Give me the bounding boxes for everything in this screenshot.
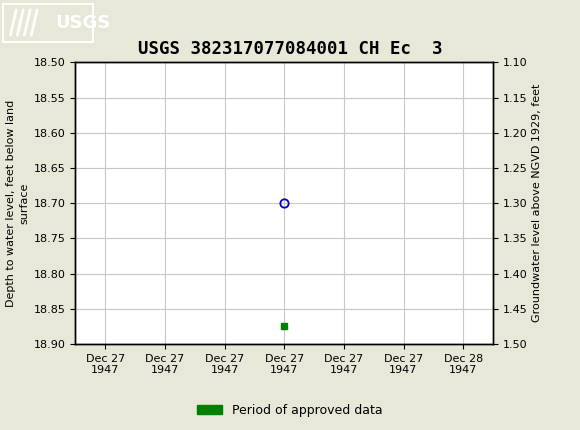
Y-axis label: Groundwater level above NGVD 1929, feet: Groundwater level above NGVD 1929, feet (532, 84, 542, 322)
Bar (3, 3, 93, 42)
Text: USGS 382317077084001 CH Ec  3: USGS 382317077084001 CH Ec 3 (138, 40, 442, 58)
Legend: Period of approved data: Period of approved data (192, 399, 388, 422)
Text: USGS: USGS (55, 14, 110, 31)
Y-axis label: Depth to water level, feet below land
surface: Depth to water level, feet below land su… (6, 100, 30, 307)
